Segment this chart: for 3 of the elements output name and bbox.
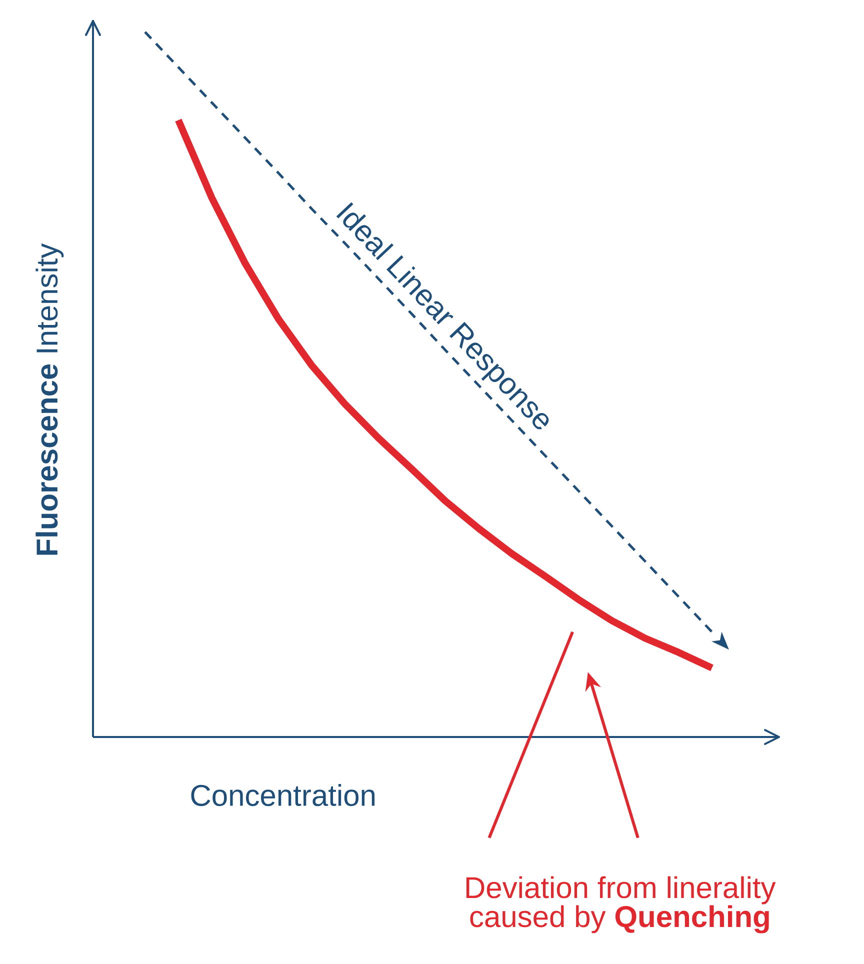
y-axis-title: Fluorescence Intensity	[36, 243, 64, 555]
x-axis-title: Concentration	[191, 784, 375, 806]
text: Deviation from linerality caused by Quenching	[466, 876, 776, 934]
